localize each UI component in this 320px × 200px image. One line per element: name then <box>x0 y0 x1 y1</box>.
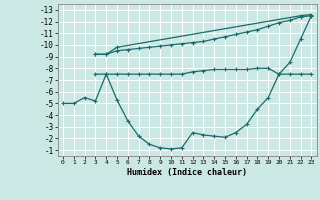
X-axis label: Humidex (Indice chaleur): Humidex (Indice chaleur) <box>127 168 247 177</box>
